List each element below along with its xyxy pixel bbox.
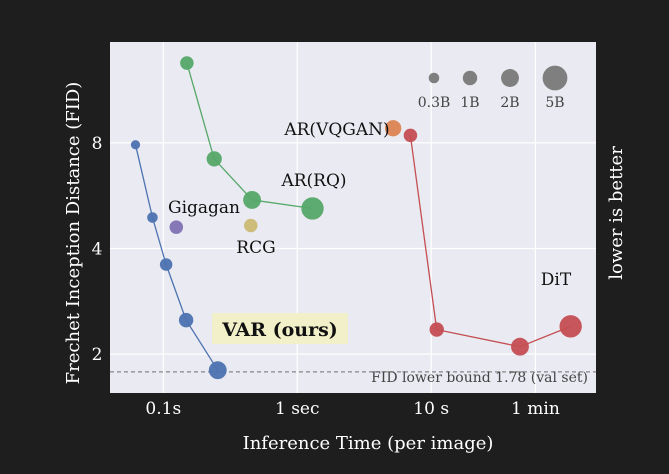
ar-rq-point xyxy=(243,190,262,209)
size-legend-marker xyxy=(542,65,568,91)
size-legend-label: 0.3B xyxy=(418,95,451,111)
x-axis-label: Inference Time (per image) xyxy=(243,433,494,454)
x-tick-label: 0.1s xyxy=(145,399,181,419)
y-tick-label: 8 xyxy=(92,134,103,154)
grid xyxy=(110,42,596,393)
fid-bound-label: FID lower bound 1.78 (val set) xyxy=(371,370,588,386)
ar-vqgan-point xyxy=(559,315,582,338)
var-ours-point xyxy=(147,212,158,223)
y-tick-label: 2 xyxy=(92,345,103,365)
size-legend-marker xyxy=(462,70,478,86)
axes: 0.1s 1 sec 10 s 1 min 2 4 8 xyxy=(92,134,560,419)
var-ours-point xyxy=(159,258,173,271)
gigagan-label: Gigagan xyxy=(168,198,240,218)
ar-rq-line xyxy=(186,62,313,210)
dit-point xyxy=(385,120,402,137)
x-tick-label: 1 sec xyxy=(275,399,320,419)
ar-rq-point xyxy=(301,197,324,220)
var-ours-point xyxy=(208,361,227,380)
fid-bound: FID lower bound 1.78 (val set) xyxy=(110,370,596,386)
size-legend-label: 1B xyxy=(460,95,479,111)
size-legend-label: 5B xyxy=(545,95,564,111)
var-ours-label-highlight xyxy=(212,313,348,344)
ar-rq-point xyxy=(180,56,194,70)
y-axis-label: Frechet Inception Distance (FID) xyxy=(63,82,84,385)
rcg-label: RCG xyxy=(236,238,275,258)
size-legend: 0.3B 1B 2B 5B xyxy=(418,65,568,111)
ar-rq-point xyxy=(206,151,222,167)
size-legend-label: 2B xyxy=(500,95,519,111)
rcg-point xyxy=(244,218,258,233)
series-labels: VAR (ours) AR(RQ) AR(VQGAN) DiT Gigagan RCG xyxy=(168,120,572,344)
var-ours-point xyxy=(130,140,141,150)
ar-vqgan-line xyxy=(409,135,571,348)
ar-vqgan-point xyxy=(511,337,529,356)
var-ours-point xyxy=(178,312,194,328)
lower-is-better-note: lower is better xyxy=(606,146,627,280)
gigagan-point xyxy=(169,220,184,234)
x-tick-label: 1 min xyxy=(511,399,560,419)
size-legend-marker xyxy=(428,72,440,84)
ar-rq-label: AR(RQ) xyxy=(280,171,346,191)
ar-vqgan-point xyxy=(403,128,418,143)
ar-vqgan-label: AR(VQGAN) xyxy=(283,120,389,140)
var-ours-label: VAR (ours) xyxy=(221,319,338,341)
size-legend-marker xyxy=(501,69,519,87)
plot-area xyxy=(110,42,596,393)
series-layer xyxy=(130,56,582,380)
ar-vqgan-point xyxy=(429,322,444,337)
y-tick-label: 4 xyxy=(92,239,103,259)
x-tick-label: 10 s xyxy=(413,399,449,419)
dit-label: DiT xyxy=(541,270,572,290)
